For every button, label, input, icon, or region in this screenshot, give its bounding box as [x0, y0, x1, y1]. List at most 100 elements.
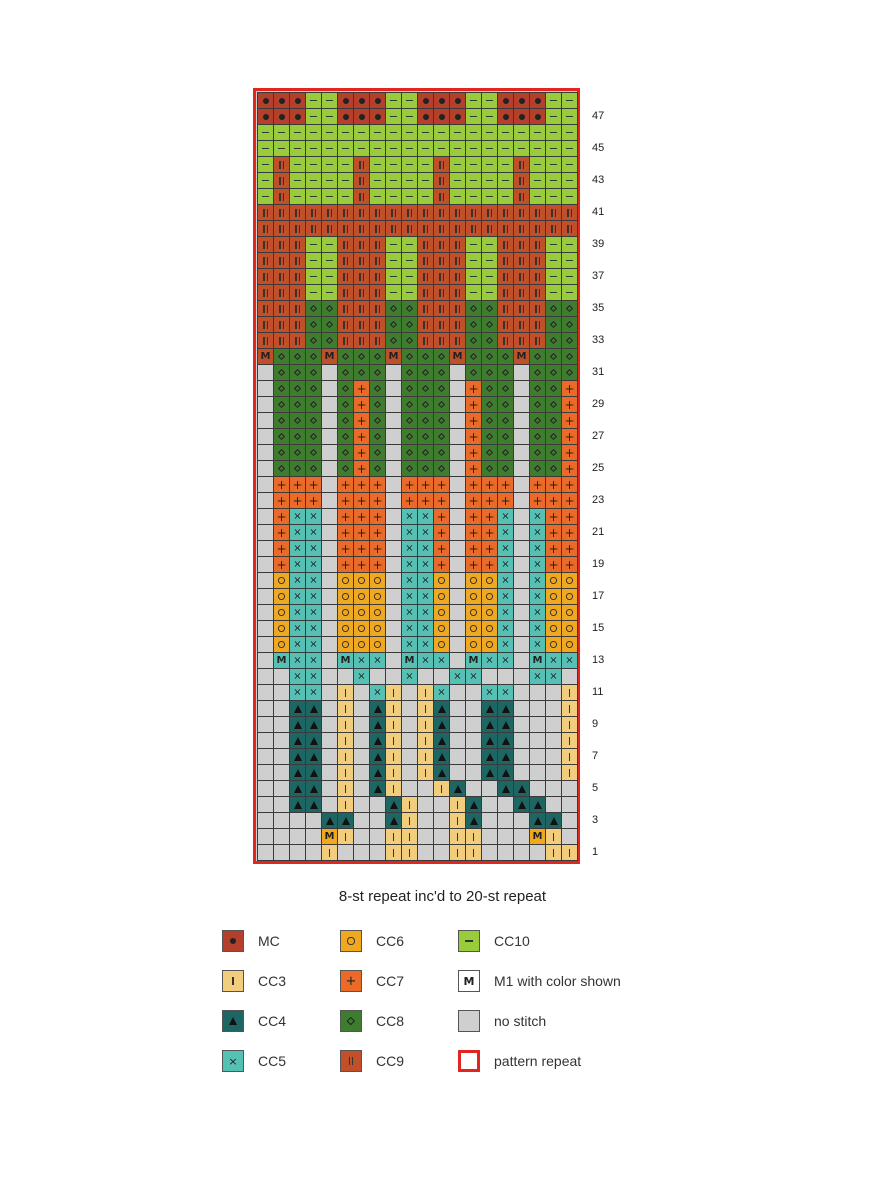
- row-number-label: 1: [592, 846, 599, 858]
- cc9-symbol-icon: [306, 205, 321, 220]
- cc10-symbol-icon: [306, 141, 321, 156]
- chart-cell: [497, 396, 514, 413]
- cc6-symbol-icon: [370, 621, 385, 636]
- cc7-symbol-icon: +: [564, 429, 575, 444]
- chart-cell: [529, 748, 546, 765]
- row-number-label: 19: [592, 558, 605, 570]
- cc6-symbol-icon: [354, 621, 369, 636]
- chart-cell: [385, 572, 402, 589]
- cc8-symbol-icon: [274, 413, 289, 428]
- cc9-symbol-icon: [434, 173, 449, 188]
- cc9-symbol-icon: [402, 221, 417, 236]
- cc10-symbol-icon: [258, 141, 273, 156]
- chart-cell: [513, 492, 530, 509]
- cc7-symbol-icon: +: [468, 397, 479, 412]
- chart-cell: [369, 764, 386, 781]
- m1-icon: M: [324, 830, 335, 842]
- blank-icon: [354, 685, 369, 700]
- chart-cell: [433, 348, 450, 365]
- cc8-symbol-icon: [370, 445, 385, 460]
- chart-cell: [273, 156, 290, 173]
- cc10-symbol-icon: [386, 269, 401, 284]
- cc10-symbol-icon: [562, 125, 577, 140]
- blank-icon: [258, 557, 273, 572]
- cc9-symbol-icon: [290, 221, 305, 236]
- cc4-symbol-icon: [290, 733, 305, 748]
- cc7-symbol-icon: +: [356, 477, 367, 492]
- cc7-symbol-icon: +: [276, 525, 287, 540]
- chart-cell: [305, 108, 322, 125]
- chart-cell: [449, 700, 466, 717]
- chart-cell: [273, 588, 290, 605]
- chart-cell: +: [433, 524, 450, 541]
- chart-cell: [481, 348, 498, 365]
- cc6-symbol-icon: [370, 573, 385, 588]
- chart-cell: [257, 636, 274, 653]
- cc9-symbol-icon: [274, 189, 289, 204]
- chart-cell: [449, 780, 466, 797]
- blank-icon: [290, 829, 305, 844]
- mc-symbol-icon: [498, 109, 513, 124]
- chart-cell: +: [433, 556, 450, 573]
- cc8-symbol-icon: [338, 381, 353, 396]
- cc8-symbol-icon: [546, 397, 561, 412]
- cc9-symbol-icon: [546, 205, 561, 220]
- cc4-symbol-icon: [514, 797, 529, 812]
- cc10-symbol-icon: [546, 109, 561, 124]
- chart-cell: [449, 124, 466, 141]
- cc4-symbol-icon: [370, 701, 385, 716]
- chart-cell: ×: [497, 652, 514, 669]
- cc9-symbol-icon: [338, 237, 353, 252]
- cc5-symbol-icon: ×: [421, 654, 430, 666]
- cc10-symbol-icon: [402, 189, 417, 204]
- chart-cell: [417, 668, 434, 685]
- cc8-symbol-icon: [402, 445, 417, 460]
- cc9-symbol-icon: [498, 317, 513, 332]
- blank-icon: [322, 557, 337, 572]
- cc8-symbol-icon: [306, 317, 321, 332]
- cc10-symbol-icon: [450, 157, 465, 172]
- m-icon: M: [458, 970, 480, 992]
- chart-cell: [513, 380, 530, 397]
- chart-cell: [337, 828, 354, 845]
- cc9-symbol-icon: [290, 285, 305, 300]
- cc9-symbol-icon: [514, 317, 529, 332]
- blank-icon: [386, 413, 401, 428]
- chart-cell: [337, 92, 354, 109]
- blank-icon: [258, 573, 273, 588]
- chart-cell: [273, 812, 290, 829]
- cc10-symbol-icon: [466, 269, 481, 284]
- chart-cell: [513, 604, 530, 621]
- chart-cell: [481, 412, 498, 429]
- chart-cell: [513, 284, 530, 301]
- blank-icon: [322, 413, 337, 428]
- chart-cell: [257, 700, 274, 717]
- cc9-symbol-icon: [274, 157, 289, 172]
- mc-symbol-icon: [290, 93, 305, 108]
- chart-cell: [273, 348, 290, 365]
- cc4-symbol-icon: [306, 781, 321, 796]
- chart-cell: [321, 316, 338, 333]
- chart-cell: [529, 92, 546, 109]
- chart-cell: ×: [401, 604, 418, 621]
- chart-cell: [561, 300, 578, 317]
- cc10-symbol-icon: [322, 269, 337, 284]
- chart-cell: [321, 684, 338, 701]
- cc10-symbol-icon: [466, 285, 481, 300]
- cc4-symbol-icon: [498, 701, 513, 716]
- chart-cell: ×: [449, 668, 466, 685]
- cc8-symbol-icon: [290, 429, 305, 444]
- chart-cell: +: [465, 524, 482, 541]
- cc8-symbol-icon: [434, 365, 449, 380]
- chart-cell: [273, 428, 290, 445]
- chart-cell: [401, 300, 418, 317]
- cross-icon: ×: [222, 1050, 244, 1072]
- cc7-symbol-icon: +: [564, 525, 575, 540]
- blank-icon: [530, 717, 545, 732]
- chart-cell: +: [369, 508, 386, 525]
- chart-cell: [497, 844, 514, 861]
- chart-cell: [481, 316, 498, 333]
- chart-cell: [417, 700, 434, 717]
- chart-cell: [385, 428, 402, 445]
- chart-cell: [513, 412, 530, 429]
